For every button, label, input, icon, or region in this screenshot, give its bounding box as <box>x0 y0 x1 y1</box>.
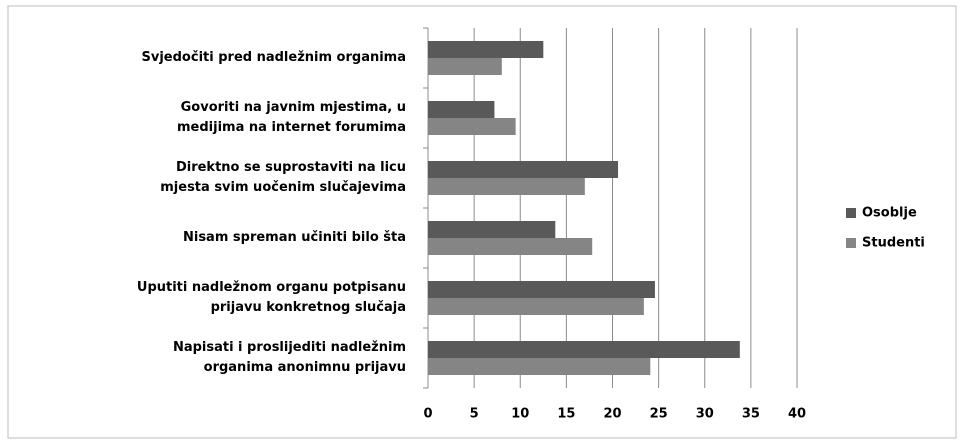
legend-swatch <box>846 238 856 248</box>
y-tick-label: Svjedočiti pred nadležnim organima <box>141 50 406 65</box>
x-tick-label: 30 <box>696 407 714 422</box>
bar <box>428 341 740 358</box>
bar <box>428 161 619 178</box>
y-tick-label: Direktno se suprostaviti na licu mjesta … <box>160 160 406 195</box>
y-tick-label: Nisam spreman učiniti bilo šta <box>182 230 406 245</box>
x-tick-label: 15 <box>557 407 575 422</box>
bar <box>428 101 495 118</box>
x-tick-label: 35 <box>742 407 760 422</box>
bar <box>428 298 644 315</box>
bar <box>428 358 651 375</box>
bar <box>428 41 544 58</box>
legend-label: Osoblje <box>862 206 917 221</box>
bar <box>428 178 585 195</box>
legend-swatch <box>846 208 856 218</box>
x-tick-label: 25 <box>650 407 668 422</box>
x-tick-label: 10 <box>511 407 529 422</box>
x-tick-label: 0 <box>423 407 432 422</box>
bar <box>428 118 516 135</box>
x-tick-label: 40 <box>788 407 806 422</box>
bar <box>428 221 556 238</box>
bar <box>428 238 593 255</box>
y-tick-label: Napisati i proslijediti nadležnim organi… <box>172 340 406 375</box>
legend-label: Studenti <box>862 236 925 251</box>
x-tick-label: 5 <box>470 407 479 422</box>
chart-border <box>7 5 957 439</box>
bar <box>428 58 502 75</box>
y-tick-label: Uputiti nadležnom organu potpisanu prija… <box>136 280 406 315</box>
x-tick-label: 20 <box>603 407 621 422</box>
bar <box>428 281 655 298</box>
y-tick-label: Govoriti na javnim mjestima, u medijima … <box>177 100 406 135</box>
